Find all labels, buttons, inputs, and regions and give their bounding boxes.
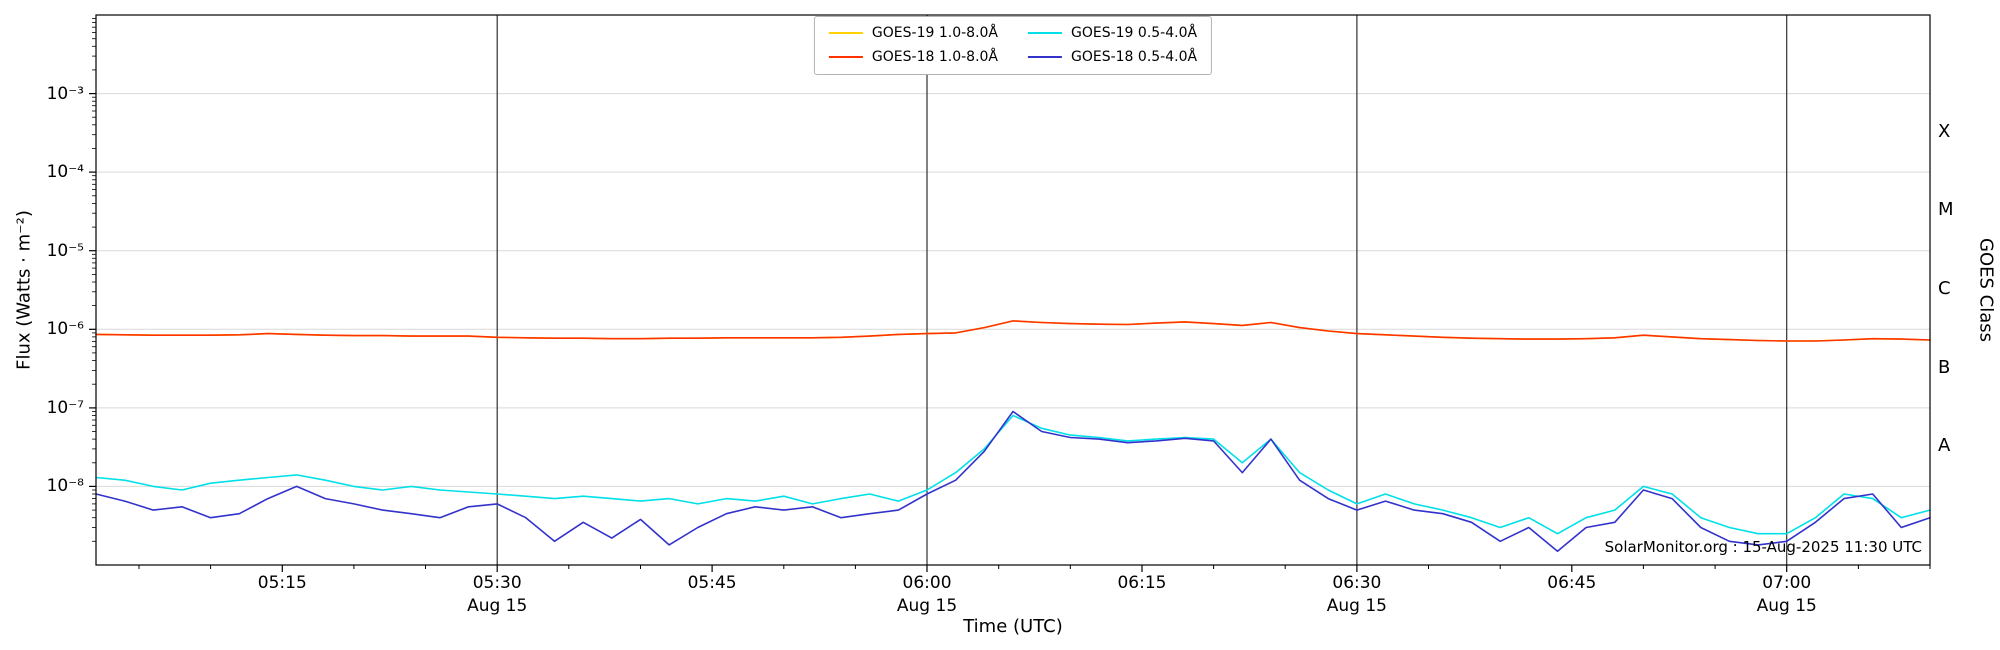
goes-class-label: B: [1938, 356, 1951, 378]
x-tick-date-label: Aug 15: [896, 596, 958, 616]
x-tick-label: 06:45: [1547, 573, 1597, 593]
x-tick-date-label: Aug 15: [467, 596, 528, 616]
legend: GOES-19 1.0-8.0Å GOES-18 1.0-8.0Å GOES-19 …: [813, 16, 1213, 75]
y-tick-label: 10⁻⁵: [46, 240, 84, 261]
plot-frame: [95, 14, 1931, 566]
x-tick-date-label: Aug 15: [1326, 596, 1387, 616]
x-tick-label: 06:00: [902, 573, 952, 593]
x-tick-label: 05:30: [472, 573, 522, 593]
x-tick-label: 05:15: [257, 573, 307, 593]
legend-line-swatch: [1028, 56, 1062, 58]
legend-label: GOES-18 0.5-4.0Å: [1071, 49, 1198, 65]
legend-column: GOES-19 0.5-4.0Å GOES-18 0.5-4.0Å: [1028, 25, 1197, 65]
series-line-2: [95, 414, 1931, 535]
x-tick-label: 07:00: [1762, 573, 1812, 593]
legend-line-swatch: [1028, 32, 1062, 34]
y-tick-label: 10⁻⁴: [46, 162, 84, 183]
y-axis-title: Flux (Watts · m⁻²): [13, 210, 35, 370]
y-tick-label: 10⁻⁷: [46, 397, 84, 418]
x-tick-label: 05:45: [687, 573, 737, 593]
watermark-text: SolarMonitor.org : 15-Aug-2025 11:30 UTC: [1604, 538, 1922, 556]
legend-entry: GOES-19 1.0-8.0Å: [828, 25, 998, 41]
y-tick-label: 10⁻³: [46, 83, 84, 104]
series-line-0: [95, 320, 1931, 342]
legend-line-swatch: [828, 32, 863, 34]
goes-class-label: C: [1938, 278, 1951, 299]
legend-entry: GOES-18 1.0-8.0Å: [828, 49, 998, 65]
x-tick-date-label: Aug 15: [1756, 596, 1817, 616]
legend-label: GOES-19 1.0-8.0Å: [871, 25, 998, 41]
right-axis-title: GOES Class: [1975, 238, 1997, 342]
goes-class-label: X: [1938, 120, 1951, 142]
legend-entry: GOES-19 0.5-4.0Å: [1028, 25, 1197, 41]
y-tick-label: 10⁻⁶: [46, 319, 84, 340]
x-axis-title: Time (UTC): [963, 616, 1063, 637]
legend-column: GOES-19 1.0-8.0Å GOES-18 1.0-8.0Å: [828, 25, 998, 65]
legend-label: GOES-18 1.0-8.0Å: [871, 49, 998, 65]
legend-entry: GOES-18 0.5-4.0Å: [1028, 49, 1197, 65]
series-line-1: [95, 320, 1931, 342]
x-tick-label: 06:15: [1117, 573, 1167, 593]
x-tick-label: 06:30: [1332, 573, 1382, 593]
y-tick-label: 10⁻⁸: [46, 476, 84, 497]
goes-class-label: A: [1938, 435, 1951, 457]
goes-class-label: M: [1938, 199, 1954, 221]
series-line-3: [95, 410, 1931, 553]
legend-label: GOES-19 0.5-4.0Å: [1071, 25, 1198, 41]
legend-line-swatch: [828, 56, 863, 58]
